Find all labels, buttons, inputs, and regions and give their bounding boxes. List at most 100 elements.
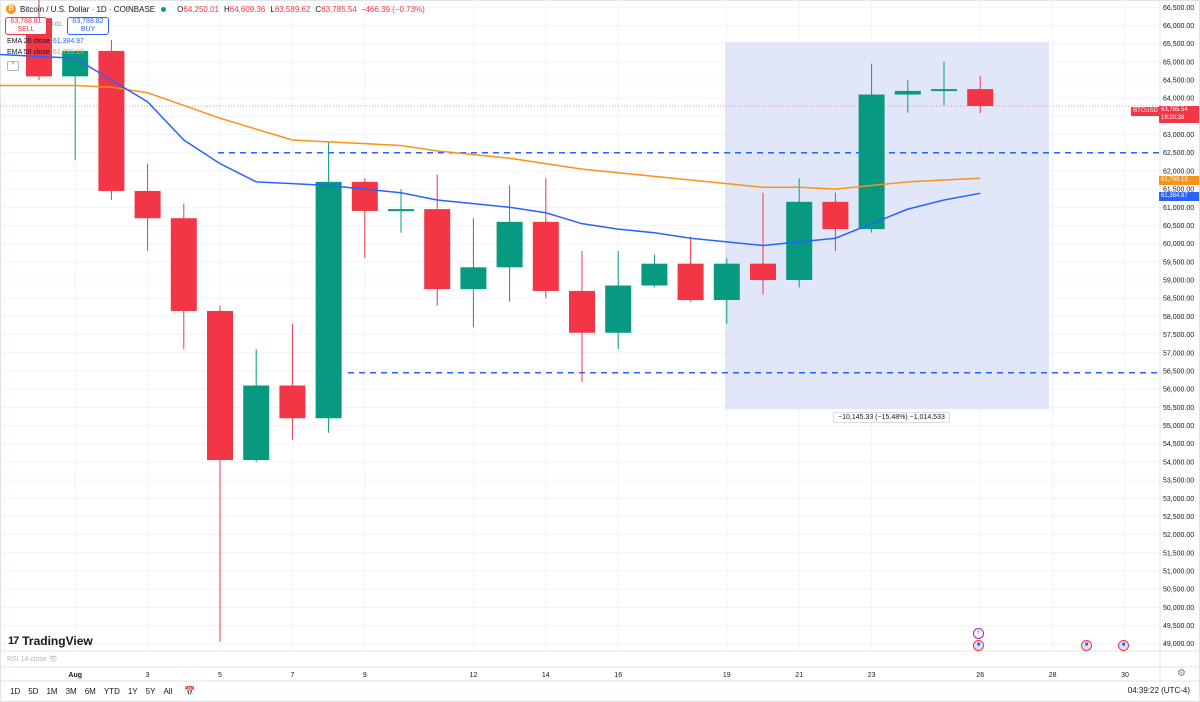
clock[interactable]: 04:39:22 (UTC-4) xyxy=(1127,686,1190,695)
x-tick-label: Aug xyxy=(68,672,82,679)
y-tick-label: 52,500.00 xyxy=(1163,514,1194,521)
calendar-icon[interactable]: 📅 xyxy=(184,685,196,696)
buy-button[interactable]: 63,788.82 BUY xyxy=(67,17,109,35)
x-tick-label: 9 xyxy=(363,672,367,679)
timeframe-3m[interactable]: 3M xyxy=(65,686,77,696)
y-tick-label: 63,000.00 xyxy=(1163,132,1194,139)
candle-body[interactable] xyxy=(315,181,342,419)
candle-body[interactable] xyxy=(605,285,632,333)
timeframe-ytd[interactable]: YTD xyxy=(103,686,120,696)
x-tick-label: 3 xyxy=(146,672,150,679)
timeframe-all[interactable]: All xyxy=(163,686,173,696)
candle-body[interactable] xyxy=(967,89,994,106)
y-tick-label: 52,000.00 xyxy=(1163,532,1194,539)
timeframe-6m[interactable]: 6M xyxy=(84,686,96,696)
y-tick-label: 65,500.00 xyxy=(1163,41,1194,48)
ema20-legend[interactable]: EMA 20 close 61,384.97 xyxy=(7,38,84,45)
candle-body[interactable] xyxy=(858,94,885,230)
candle-body[interactable] xyxy=(641,263,668,286)
sell-label: SELL xyxy=(17,26,35,33)
y-tick-label: 53,500.00 xyxy=(1163,478,1194,485)
candle-body[interactable] xyxy=(170,218,197,311)
timeframe-1m[interactable]: 1M xyxy=(46,686,58,696)
ema20-value: 61,384.97 xyxy=(52,38,84,45)
x-tick-label: 30 xyxy=(1121,672,1129,679)
candle-body[interactable] xyxy=(931,89,957,92)
timeframe-1d[interactable]: 1D xyxy=(10,686,21,696)
us-flag-event-icon[interactable]: ■ xyxy=(1081,640,1092,651)
rsi-label: RSI 14 close xyxy=(7,656,47,663)
measure-range-box[interactable] xyxy=(725,41,1049,410)
x-tick-label: 26 xyxy=(976,672,984,679)
x-tick-label: 23 xyxy=(868,672,876,679)
candle-body[interactable] xyxy=(134,190,161,219)
timeframe-5d[interactable]: 5D xyxy=(28,686,39,696)
candle-body[interactable] xyxy=(98,50,125,191)
us-flag-event-icon[interactable]: ■ xyxy=(973,640,984,651)
dividend-event-icon[interactable]: ⚡ xyxy=(973,628,984,639)
collapse-legend-icon[interactable]: ^ xyxy=(7,61,19,71)
timeframe-5y[interactable]: 5Y xyxy=(145,686,156,696)
y-tick-label: 60,500.00 xyxy=(1163,223,1194,230)
candle-body[interactable] xyxy=(279,385,306,419)
change-value: −466.39 (−0.73%) xyxy=(360,4,425,14)
bitcoin-icon: ₿ xyxy=(6,4,16,14)
tradingview-logo[interactable]: 17 TradingView xyxy=(8,634,93,648)
candle-body[interactable] xyxy=(388,209,414,212)
timeframe-1y[interactable]: 1Y xyxy=(127,686,138,696)
y-tick-label: 62,500.00 xyxy=(1163,150,1194,157)
y-tick-label: 64,500.00 xyxy=(1163,78,1194,85)
ema20-line[interactable] xyxy=(0,53,981,247)
candle-body[interactable] xyxy=(496,221,523,268)
ema20-price-tag: 61,384.97 xyxy=(1159,192,1199,201)
x-tick-label: 14 xyxy=(542,672,550,679)
y-tick-label: 60,000.00 xyxy=(1163,241,1194,248)
y-tick-label: 56,000.00 xyxy=(1163,387,1194,394)
sell-button[interactable]: 63,788.81 SELL xyxy=(5,17,47,35)
ema50-legend[interactable]: EMA 50 close 61,799.13 xyxy=(7,49,84,56)
y-tick-label: 51,500.00 xyxy=(1163,550,1194,557)
candle-body[interactable] xyxy=(424,209,451,290)
ema50-value: 61,799.13 xyxy=(52,49,84,56)
us-flag-event-icon[interactable]: ■ xyxy=(1118,640,1129,651)
y-tick-label: 58,000.00 xyxy=(1163,314,1194,321)
spread-value: 0.01 xyxy=(50,22,62,28)
x-tick-label: 5 xyxy=(218,672,222,679)
x-tick-label: 12 xyxy=(470,672,478,679)
candle-body[interactable] xyxy=(532,221,559,291)
candle-body[interactable] xyxy=(207,310,233,461)
y-tick-label: 55,000.00 xyxy=(1163,423,1194,430)
candle-body[interactable] xyxy=(713,263,740,301)
y-tick-label: 50,000.00 xyxy=(1163,605,1194,612)
candle-body[interactable] xyxy=(351,181,378,211)
y-tick-label: 56,500.00 xyxy=(1163,368,1194,375)
candle-body[interactable] xyxy=(750,263,776,281)
ema50-price-tag: 61,799.13 xyxy=(1159,176,1199,185)
symbol-title[interactable]: Bitcoin / U.S. Dollar · 1D · COINBASE xyxy=(20,4,156,14)
y-tick-label: 66,000.00 xyxy=(1163,23,1194,30)
eye-icon[interactable]: 👁 xyxy=(48,656,58,663)
candle-body[interactable] xyxy=(822,201,849,230)
x-tick-label: 7 xyxy=(290,672,294,679)
buy-price: 63,788.82 xyxy=(72,18,104,25)
bar-timer-tag: 19:20:38 xyxy=(1159,114,1199,123)
y-tick-label: 51,000.00 xyxy=(1163,568,1194,575)
x-tick-label: 28 xyxy=(1049,672,1057,679)
close-value: 63,785.54 xyxy=(321,4,357,14)
high-value: 64,609.36 xyxy=(229,4,266,14)
candle-body[interactable] xyxy=(569,290,595,333)
candle-body[interactable] xyxy=(677,263,704,301)
y-tick-label: 66,500.00 xyxy=(1163,5,1194,12)
gear-icon[interactable]: ⚙ xyxy=(1177,668,1186,679)
candle-body[interactable] xyxy=(460,267,487,290)
y-tick-label: 49,000.00 xyxy=(1163,641,1194,648)
ema50-line[interactable] xyxy=(0,84,981,190)
last-price-tag: 63,785.54 xyxy=(1159,106,1199,115)
x-tick-label: 21 xyxy=(795,672,803,679)
low-label: L xyxy=(270,4,275,14)
rsi-legend[interactable]: RSI 14 close 👁 xyxy=(7,655,58,663)
candle-body[interactable] xyxy=(243,385,270,461)
candle-body[interactable] xyxy=(894,90,921,95)
ema20-label: EMA 20 close xyxy=(7,38,50,45)
